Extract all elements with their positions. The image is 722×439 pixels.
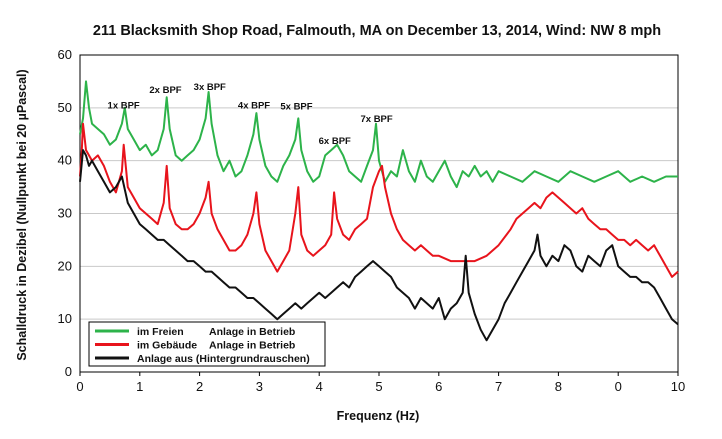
chart-title: 211 Blacksmith Shop Road, Falmouth, MA o… xyxy=(93,23,661,39)
annotation-bpf: 4x BPF xyxy=(238,100,270,111)
series-lines xyxy=(79,80,679,342)
legend-label: im Gebäude xyxy=(137,340,197,352)
annotations: 1x BPF 2x BPF 3x BPF 4x BPF 5x BPF 6x BPF 7x B… xyxy=(108,82,393,147)
x-tick-label: 5 xyxy=(375,379,382,394)
x-axis-ticks: 0 1 2 3 4 5 6 7 8 0 10 xyxy=(76,372,685,394)
x-tick-label: 10 xyxy=(671,379,685,394)
legend-condition: Anlage in Betrieb xyxy=(209,326,295,338)
annotation-bpf: 2x BPF xyxy=(149,85,181,96)
y-tick-label: 50 xyxy=(58,100,72,115)
annotation-bpf: 3x BPF xyxy=(194,82,226,93)
annotation-bpf: 5x BPF xyxy=(280,101,312,112)
y-tick-label: 0 xyxy=(65,364,72,379)
series-line-0 xyxy=(79,80,678,189)
legend-condition: Anlage in Betrieb xyxy=(209,340,295,352)
annotation-bpf: 6x BPF xyxy=(319,136,351,147)
x-tick-label: 4 xyxy=(316,379,323,394)
series-line-1 xyxy=(79,122,679,278)
x-tick-label: 0 xyxy=(615,379,622,394)
y-tick-label: 30 xyxy=(58,206,72,221)
x-tick-label: 6 xyxy=(435,379,442,394)
annotation-bpf: 7x BPF xyxy=(360,114,392,125)
y-tick-label: 10 xyxy=(58,311,72,326)
y-tick-label: 40 xyxy=(58,153,72,168)
y-tick-label: 20 xyxy=(58,258,72,273)
series-line-2 xyxy=(79,149,679,342)
x-tick-label: 0 xyxy=(76,379,83,394)
y-axis-label: Schalldruck in Dezibel (Nullpunkt bei 20… xyxy=(15,69,29,360)
annotation-bpf: 1x BPF xyxy=(108,100,140,111)
x-tick-label: 3 xyxy=(256,379,263,394)
legend-label: Anlage aus (Hintergrundrauschen) xyxy=(137,353,310,365)
y-axis-ticks: 0 10 20 30 40 50 60 xyxy=(58,47,72,379)
legend-label: im Freien xyxy=(137,326,184,338)
x-axis-label: Frequenz (Hz) xyxy=(337,409,420,423)
y-tick-label: 60 xyxy=(58,47,72,62)
x-tick-label: 2 xyxy=(196,379,203,394)
x-tick-label: 8 xyxy=(555,379,562,394)
x-tick-label: 7 xyxy=(495,379,502,394)
x-tick-label: 1 xyxy=(136,379,143,394)
